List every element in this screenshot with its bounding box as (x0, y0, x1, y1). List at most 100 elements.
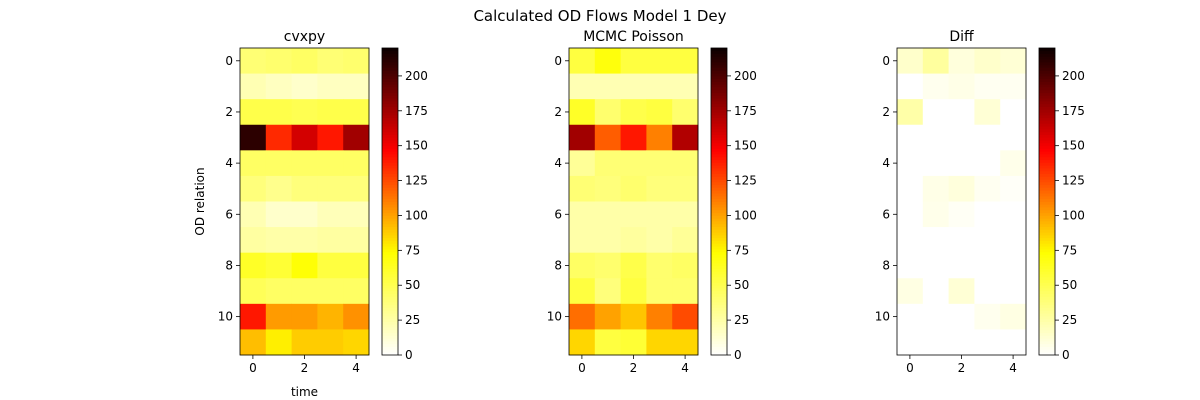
colorbar-tick-label: 0 (405, 348, 413, 362)
heatmap-cell (291, 252, 318, 279)
heatmap-cell (922, 252, 949, 279)
y-tick-label: 4 (882, 156, 890, 170)
heatmap-cell (343, 99, 370, 126)
heatmap-cell (265, 99, 292, 126)
x-tick-label: 4 (1009, 361, 1017, 375)
colorbar-segment (711, 260, 727, 264)
colorbar-segment (1039, 243, 1055, 247)
colorbar-segment (711, 321, 727, 325)
colorbar-segment (711, 304, 727, 308)
colorbar-segment (382, 134, 398, 138)
colorbar-segment (1039, 165, 1055, 169)
heatmap-cell (646, 252, 673, 279)
colorbar-segment (711, 176, 727, 180)
heatmap-cell (569, 48, 596, 74)
colorbar-segment (1039, 173, 1055, 177)
heatmap-cell (291, 303, 318, 330)
colorbar-tick-label: 0 (1062, 348, 1070, 362)
colorbar-segment (382, 56, 398, 60)
heatmap-cell (897, 175, 924, 202)
colorbar-segment (1039, 123, 1055, 127)
heatmap-cell (646, 278, 673, 305)
colorbar-segment (711, 184, 727, 188)
colorbar-segment (711, 209, 727, 214)
colorbar-segment (382, 215, 398, 219)
heatmap-cell (594, 278, 621, 305)
colorbar-segment (711, 274, 727, 278)
y-tick-label: 10 (547, 310, 562, 324)
heatmap-cell (240, 124, 267, 151)
heatmap-cell (594, 73, 621, 100)
colorbar-segment (711, 271, 727, 275)
colorbar-segment (711, 232, 727, 236)
colorbar-segment (711, 207, 727, 211)
colorbar-segment (382, 176, 398, 180)
heatmap-cell (672, 201, 699, 228)
heatmap-cell (265, 175, 292, 202)
colorbar-segment (711, 307, 727, 311)
colorbar-segment (1039, 162, 1055, 166)
heatmap-cell (922, 150, 949, 177)
colorbar-segment (382, 53, 398, 57)
heatmap-cell (620, 99, 647, 126)
colorbar-segment (382, 98, 398, 102)
colorbar-segment (1039, 346, 1055, 350)
colorbar-segment (1039, 84, 1055, 88)
heatmap-cell (317, 124, 344, 151)
heatmap-cell (672, 227, 699, 254)
colorbar-segment (711, 193, 727, 197)
colorbar-segment (1039, 296, 1055, 300)
colorbar-segment (711, 106, 727, 110)
colorbar-segment (711, 98, 727, 102)
heatmap-cell (897, 329, 924, 356)
heatmap-cell (646, 303, 673, 330)
colorbar-segment (382, 257, 398, 261)
colorbar-segment (382, 126, 398, 130)
colorbar-segment (711, 50, 727, 54)
heatmap-cell (948, 252, 975, 279)
colorbar-segment (711, 204, 727, 208)
colorbar-segment (1039, 156, 1055, 161)
colorbar-segment (382, 61, 398, 66)
colorbar-segment (1039, 293, 1055, 297)
heatmap-cell (594, 150, 621, 177)
heatmap-cell (620, 48, 647, 74)
colorbar-segment (711, 315, 727, 320)
colorbar-tick-label: 75 (405, 243, 420, 257)
heatmap-cell (317, 175, 344, 202)
colorbar-tick-label: 25 (734, 313, 749, 327)
colorbar-segment (1039, 232, 1055, 236)
x-axis-label: time (291, 385, 318, 399)
colorbar-segment (382, 265, 398, 269)
heatmap-cell (240, 252, 267, 279)
heatmap-cell (646, 329, 673, 356)
heatmap-cell (672, 48, 699, 74)
heatmap-cell (922, 99, 949, 126)
colorbar-segment (382, 81, 398, 85)
colorbar-segment (1039, 215, 1055, 219)
colorbar-segment (711, 346, 727, 350)
heatmap-cell (1000, 150, 1027, 177)
colorbar-segment (382, 276, 398, 281)
heatmap-cell (1000, 124, 1027, 151)
colorbar-segment (382, 131, 398, 135)
colorbar-segment (711, 318, 727, 322)
colorbar-segment (1039, 301, 1055, 306)
colorbar-segment (711, 61, 727, 66)
y-tick-label: 10 (218, 310, 233, 324)
heatmap-cell (240, 48, 267, 74)
colorbar-segment (382, 187, 398, 191)
colorbar-segment (711, 195, 727, 200)
colorbar-segment (711, 243, 727, 247)
y-tick-label: 4 (554, 156, 562, 170)
colorbar-segment (711, 92, 727, 96)
heatmap-cell (974, 329, 1001, 356)
colorbar-segment (382, 349, 398, 353)
colorbar-segment (1039, 338, 1055, 342)
heatmap-cell (343, 303, 370, 330)
y-tick-label: 10 (875, 310, 890, 324)
heatmap-cell (291, 329, 318, 356)
